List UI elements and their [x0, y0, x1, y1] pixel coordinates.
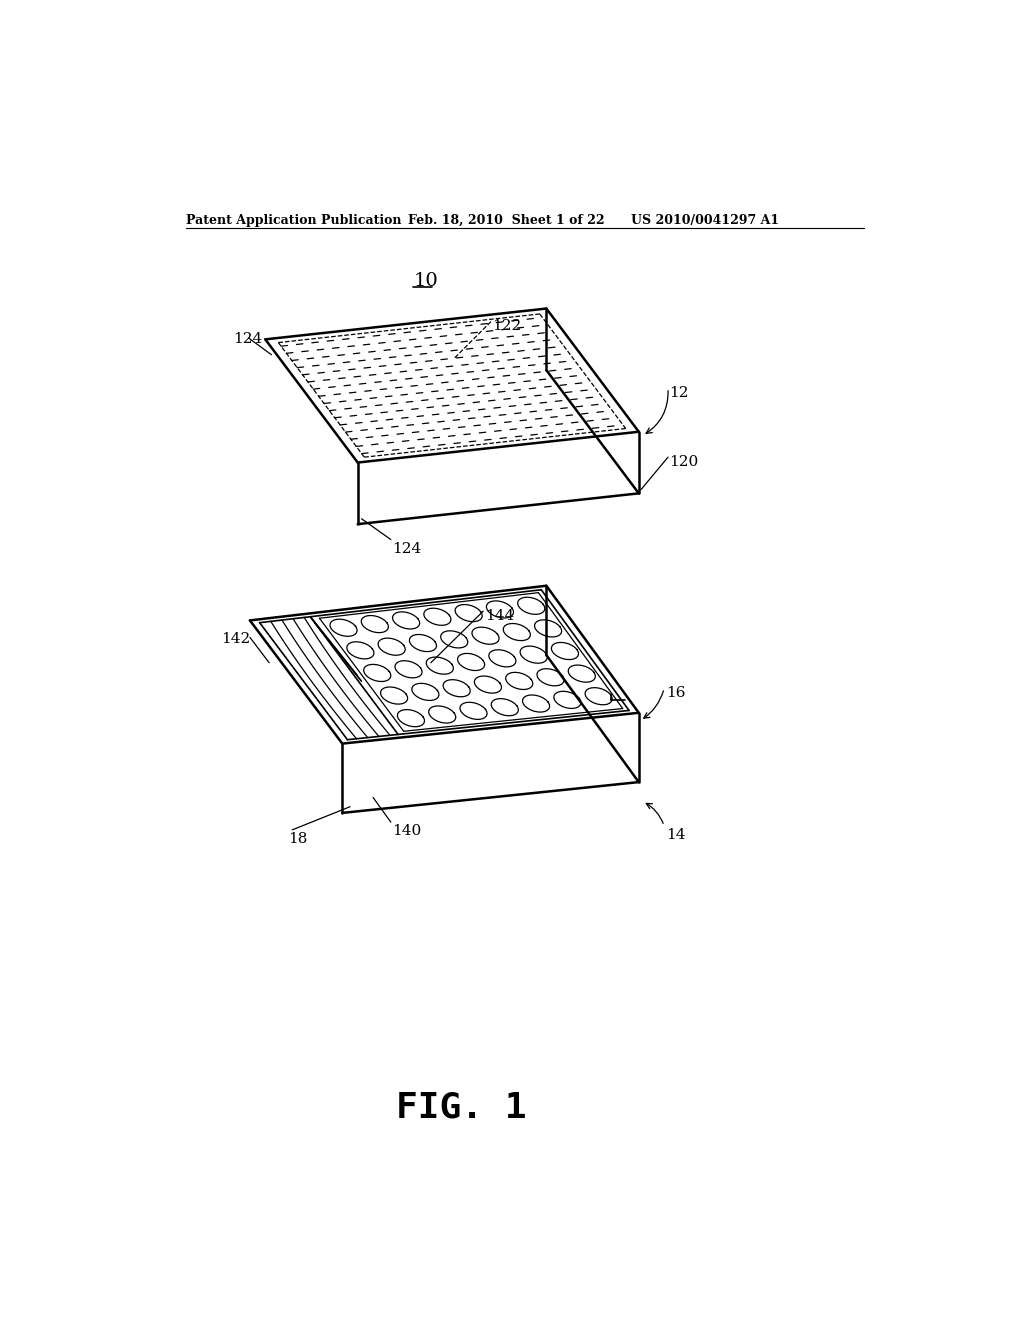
Text: 120: 120	[670, 455, 698, 469]
Text: 124: 124	[233, 331, 262, 346]
Text: 14: 14	[666, 829, 685, 842]
Text: 18: 18	[289, 832, 308, 846]
Text: 144: 144	[484, 609, 514, 623]
Text: US 2010/0041297 A1: US 2010/0041297 A1	[631, 214, 779, 227]
Text: 12: 12	[670, 385, 689, 400]
Text: 124: 124	[392, 543, 422, 556]
Text: Feb. 18, 2010  Sheet 1 of 22: Feb. 18, 2010 Sheet 1 of 22	[408, 214, 604, 227]
Text: 10: 10	[414, 272, 438, 290]
Text: 16: 16	[666, 686, 685, 700]
Text: 140: 140	[392, 825, 422, 838]
Text: 142: 142	[221, 632, 251, 645]
Text: 122: 122	[493, 318, 521, 333]
Text: FIG. 1: FIG. 1	[396, 1090, 527, 1125]
Text: Patent Application Publication: Patent Application Publication	[186, 214, 401, 227]
